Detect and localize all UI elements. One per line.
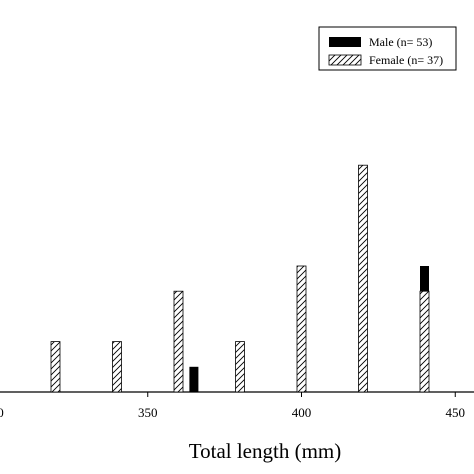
- legend-label-male: Male (n= 53): [369, 35, 432, 49]
- legend-label-female: Female (n= 37): [369, 53, 443, 67]
- bars-group: [50, 164, 430, 393]
- bar-female-380: [235, 341, 245, 393]
- plot-area: 300350400450500550600: [0, 164, 474, 420]
- x-tick-label-350: 350: [138, 405, 158, 420]
- legend-swatch-female: [328, 54, 362, 66]
- bar-male-365: [189, 366, 199, 392]
- x-tick-label-400: 400: [292, 405, 312, 420]
- bar-female-420: [358, 164, 368, 393]
- bar-female-400: [296, 265, 307, 393]
- x-ticks-group: 300350400450500550600: [0, 392, 466, 420]
- legend-swatch-male: [329, 37, 361, 47]
- legend: Male (n= 53) Female (n= 37): [318, 26, 457, 71]
- bar-female-360: [173, 290, 184, 393]
- bar-female-320: [50, 341, 61, 393]
- x-tick-label-450: 450: [446, 405, 466, 420]
- bar-female-340: [112, 341, 122, 393]
- x-axis-title: Total length (mm): [189, 439, 342, 463]
- x-tick-label-300: 300: [0, 405, 4, 420]
- bar-female-440: [419, 290, 430, 393]
